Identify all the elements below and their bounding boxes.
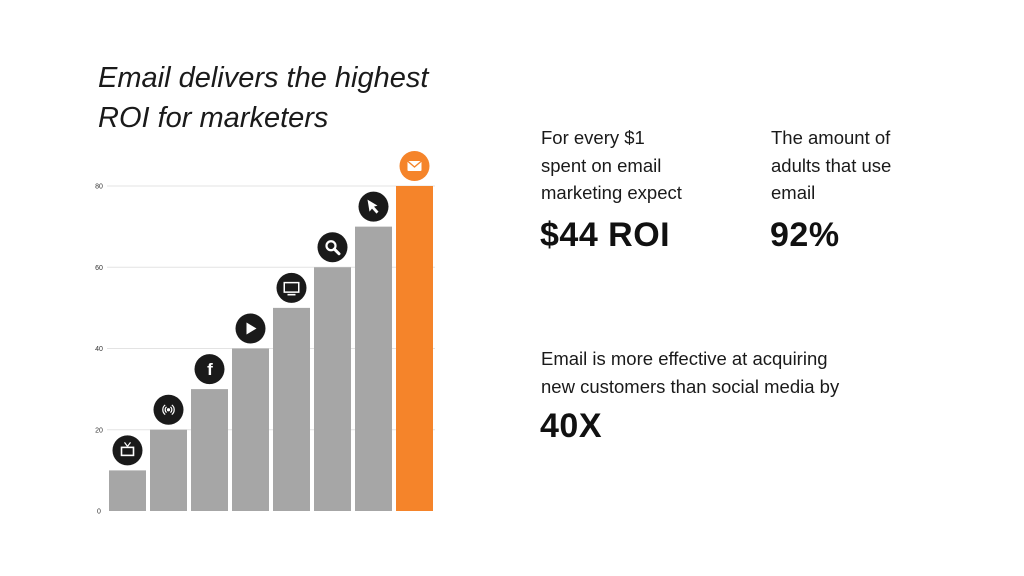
- acquire-stat-value: 40X: [540, 407, 602, 445]
- adults-label-line: email: [771, 182, 816, 203]
- adults-stat-label: The amount of adults that use email: [771, 124, 971, 207]
- y-tick-label: 40: [95, 346, 103, 353]
- y-tick-label: 60: [95, 265, 103, 272]
- page-title: Email delivers the highest ROI for marke…: [98, 58, 458, 138]
- icon-badge: [317, 232, 348, 263]
- bar-facebook: [191, 389, 228, 511]
- svg-text:f: f: [207, 360, 213, 379]
- icon-badge: [194, 354, 225, 385]
- acquire-stat-label: Email is more effective at acquiring new…: [541, 345, 901, 400]
- roi-label-line: marketing expect: [541, 182, 682, 203]
- title-line-2: ROI for marketers: [98, 102, 329, 134]
- roi-stat-label: For every $1 spent on email marketing ex…: [541, 124, 741, 207]
- y-tick-label: 20: [95, 427, 103, 434]
- roi-label-line: For every $1: [541, 127, 645, 148]
- bar-radio: [150, 429, 187, 511]
- roi-stat-value: $44 ROI: [540, 216, 671, 254]
- monitor-icon: [283, 281, 300, 296]
- radio-icon: [162, 404, 175, 416]
- acquire-label-line: new customers than social media by: [541, 375, 840, 397]
- icon-badge: [112, 435, 143, 466]
- bar-online-ads: [355, 226, 392, 511]
- bar-display: [273, 307, 310, 511]
- facebook-icon: f: [207, 360, 213, 379]
- bar-email: [396, 186, 433, 511]
- search-icon: [325, 240, 341, 256]
- roi-bar-chart: 0 20 40 60 80 f: [95, 151, 435, 516]
- bar-tv: [109, 470, 146, 511]
- bar-video: [232, 348, 269, 511]
- y-tick-label: 80: [95, 184, 103, 191]
- roi-label-line: spent on email: [541, 154, 662, 176]
- cursor-icon: [367, 199, 379, 214]
- adults-stat-value: 92%: [770, 216, 840, 254]
- bar-search: [314, 267, 351, 511]
- tv-icon: [120, 442, 135, 457]
- adults-label-line: adults that use: [771, 154, 892, 176]
- video-play-icon: [246, 322, 257, 335]
- acquire-label-line: Email is more effective at acquiring: [541, 348, 828, 369]
- title-line-1: Email delivers the highest: [98, 62, 429, 94]
- email-icon: [407, 160, 422, 171]
- y-tick-label: 0: [97, 509, 101, 516]
- adults-label-line: The amount of: [771, 127, 891, 148]
